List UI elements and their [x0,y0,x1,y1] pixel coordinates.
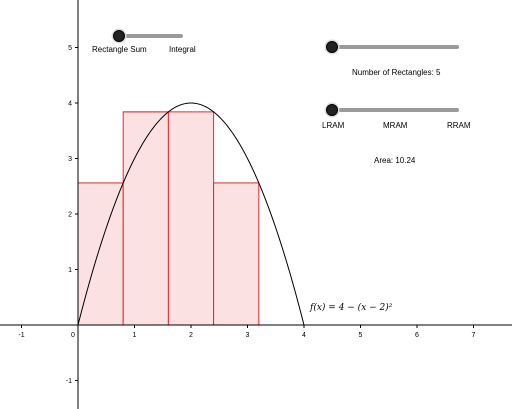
riemann-rectangle [122,111,169,326]
sum-integral-slider-handle[interactable] [113,30,125,42]
x-tick-label: 2 [189,332,193,339]
riemann-rectangle [167,111,215,326]
x-tick-label: 1 [133,332,137,339]
integral-label: Integral [169,45,196,54]
x-tick-label: 7 [472,332,476,339]
y-tick-label: 5 [68,45,72,52]
y-tick-label: -1 [66,378,72,385]
x-tick-label: -1 [18,332,24,339]
sum-integral-slider-track[interactable] [119,34,183,38]
y-tick-label: 4 [68,101,72,108]
function-label: f(x) = 4 − (x − 2)² [310,303,393,313]
x-tick-label: 4 [302,332,306,339]
num-rectangles-label: Number of Rectangles: 5 [352,68,441,77]
riemann-rectangle [77,182,124,326]
axis-ticks: -1 0 1 2 3 4 5 6 7 5 4 3 2 1 -1 [18,45,475,385]
x-tick-label: 0 [71,332,75,339]
rectangle-sum-label: Rectangle Sum [92,45,147,54]
method-label-rram: RRAM [447,121,471,130]
x-tick-label: 5 [359,332,363,339]
num-rectangles-slider-track[interactable] [332,45,459,49]
area-readout: Area: 10.24 [374,156,416,165]
riemann-rectangle [213,182,260,326]
riemann-rectangles [77,111,305,326]
x-tick-label: 3 [246,332,250,339]
method-label-mram: MRAM [383,121,408,130]
method-slider-handle[interactable] [326,104,338,116]
y-tick-label: 2 [68,212,72,219]
y-tick-label: 3 [68,156,72,163]
method-slider-track[interactable] [332,108,459,112]
y-tick-label: 1 [68,267,72,274]
x-tick-label: 6 [415,332,419,339]
function-curve [77,102,305,326]
method-label-lram: LRAM [322,121,345,130]
num-rectangles-slider-handle[interactable] [326,41,338,53]
